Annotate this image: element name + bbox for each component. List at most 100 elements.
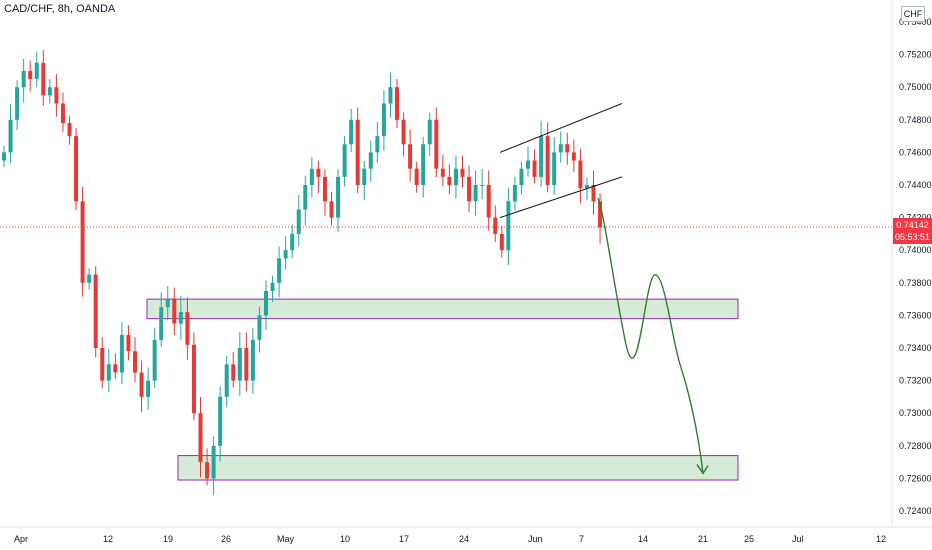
candle-countdown: 05:53:51	[894, 232, 931, 242]
candle-body	[388, 87, 393, 104]
candle-body	[290, 233, 295, 251]
candle-body	[539, 136, 544, 177]
candle-body	[139, 372, 144, 397]
candle-body	[185, 312, 190, 345]
price-axis-label: 0.75200	[899, 50, 932, 60]
candle-body	[414, 168, 419, 185]
candle-body	[565, 144, 570, 153]
candle-body	[486, 185, 491, 218]
candle-body	[434, 119, 439, 169]
candle-body	[578, 160, 583, 189]
candle-body	[218, 396, 223, 446]
last-price-value: 0.74142	[896, 220, 929, 230]
candle-body	[571, 152, 576, 161]
candle-body	[447, 176, 452, 185]
candle-body	[545, 136, 550, 185]
candle-body	[558, 144, 563, 153]
candle-body	[67, 123, 72, 137]
candle-body	[309, 168, 314, 185]
candle-body	[152, 339, 157, 381]
candle-body	[277, 258, 282, 283]
candle-body	[395, 87, 399, 120]
price-axis-label: 0.74000	[899, 245, 932, 255]
candle-body	[87, 274, 92, 283]
time-axis-label: Jun	[528, 534, 543, 544]
candle-body	[133, 351, 137, 373]
candle-body	[159, 307, 164, 340]
price-axis-label: 0.72400	[899, 506, 932, 516]
candle-body	[381, 103, 386, 137]
support-zone	[177, 455, 739, 481]
candle-body	[362, 168, 367, 185]
candle-body	[205, 462, 210, 479]
candle-body	[250, 339, 255, 381]
time-axis-label: 19	[163, 534, 173, 544]
candle-body	[526, 160, 530, 169]
candle-body	[460, 168, 465, 177]
candle-body	[74, 136, 79, 202]
channel-lower-line	[499, 176, 623, 219]
candle-body	[552, 152, 557, 185]
candle-body	[329, 201, 334, 218]
price-axis-label: 0.73400	[899, 343, 932, 353]
candle-body	[231, 364, 236, 381]
candle-body	[499, 233, 504, 251]
candle-body	[211, 445, 216, 479]
candle-body	[244, 348, 249, 381]
price-axis-label: 0.73600	[899, 310, 932, 320]
candle-body	[283, 250, 288, 259]
candle-body	[421, 144, 426, 185]
time-axis-label: 14	[638, 534, 648, 544]
candle-body	[28, 70, 33, 80]
time-axis-label: 12	[103, 534, 113, 544]
candle-body	[165, 299, 170, 308]
currency-badge[interactable]: CHF	[901, 6, 925, 22]
time-axis-label: 21	[698, 534, 708, 544]
candle-body	[41, 62, 46, 96]
candle-body	[296, 209, 301, 234]
price-axis-label: 0.72800	[899, 441, 932, 451]
support-zone	[146, 298, 739, 320]
time-axis-label: 10	[340, 534, 350, 544]
time-axis-label: 17	[399, 534, 409, 544]
candle-body	[257, 315, 262, 340]
candle-body	[427, 119, 432, 145]
candle-body	[349, 119, 354, 145]
candle-body	[237, 348, 242, 381]
candle-body	[113, 364, 118, 373]
price-axis-label: 0.74600	[899, 147, 932, 157]
candle-body	[467, 176, 472, 202]
candle-body	[47, 87, 52, 96]
candle-body	[440, 168, 445, 177]
candle-body	[100, 348, 105, 381]
last-price-badge: 0.74142 05:53:51	[893, 218, 932, 244]
candle-body	[119, 334, 124, 373]
candle-body	[8, 119, 13, 153]
candle-body	[316, 168, 321, 177]
price-axis-label: 0.74200	[899, 213, 932, 223]
candle-body	[146, 380, 151, 397]
price-axis-label: 0.73800	[899, 278, 932, 288]
candle-body	[375, 136, 380, 153]
projection-arrowhead	[696, 464, 709, 475]
time-axis-label: 12	[876, 534, 886, 544]
candle-body	[506, 201, 511, 251]
candle-body	[493, 217, 498, 234]
time-axis-label: May	[277, 534, 295, 544]
candle-body	[15, 87, 20, 120]
candle-body	[93, 274, 98, 348]
candle-body	[34, 62, 39, 80]
candle-body	[512, 185, 517, 202]
candle-body	[336, 176, 341, 218]
candle-body	[584, 185, 589, 189]
candle-body	[80, 201, 85, 283]
candle-body	[60, 103, 65, 124]
candle-body	[355, 119, 360, 185]
candle-body	[2, 152, 6, 161]
price-axis-label: 0.73000	[899, 408, 932, 418]
candle-body	[264, 290, 268, 316]
candle-body	[178, 312, 183, 324]
candle-body	[453, 168, 458, 185]
price-axis-label: 0.74800	[899, 115, 932, 125]
